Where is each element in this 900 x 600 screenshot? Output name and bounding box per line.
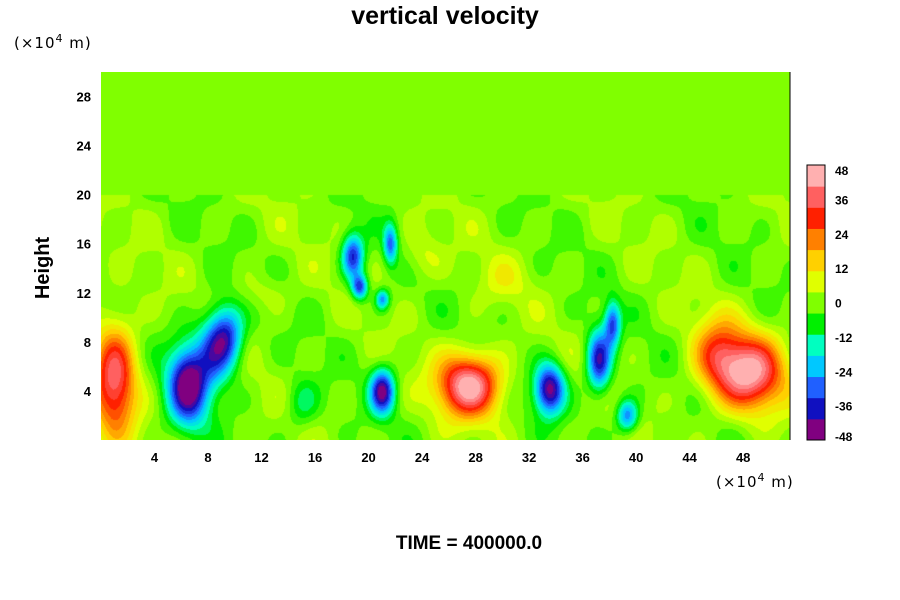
colorbar-segment	[807, 270, 825, 293]
x-tick-label: 48	[736, 450, 750, 465]
colorbar-segment	[807, 334, 825, 356]
y-tick-label: 12	[77, 286, 91, 301]
x-tick-label: 36	[575, 450, 589, 465]
colorbar-segment	[807, 207, 825, 229]
colorbar-segment	[807, 418, 825, 441]
heatmap-canvas	[101, 72, 790, 440]
x-axis-unit: (×104 m)	[716, 471, 794, 491]
colorbar-segment	[807, 186, 825, 208]
x-tick-label: 12	[254, 450, 268, 465]
colorbar-tick-label: 24	[835, 228, 849, 242]
colorbar	[806, 164, 826, 441]
y-unit-tail: m)	[64, 34, 92, 52]
colorbar-tick-label: -36	[835, 400, 853, 414]
heatmap-container	[101, 72, 790, 440]
colorbar-tick-label: -48	[835, 430, 853, 444]
colorbar-tick-label: -12	[835, 331, 853, 345]
colorbar-tick-label: -24	[835, 365, 853, 379]
plot-area	[101, 72, 791, 440]
colorbar-segment	[807, 313, 825, 335]
x-unit-tail: m)	[766, 473, 794, 491]
x-tick-label: 24	[415, 450, 430, 465]
x-unit-base: (×10	[716, 473, 758, 491]
y-axis-unit: (×104 m)	[14, 32, 92, 52]
x-tick-label: 8	[204, 450, 211, 465]
y-tick-label: 24	[77, 139, 92, 154]
time-label: TIME = 400000.0	[396, 533, 542, 554]
x-tick-label: 4	[151, 450, 159, 465]
y-axis-ticks: 4 8 12 16 20 24 28	[77, 90, 92, 399]
colorbar-tick-label: 12	[835, 262, 849, 276]
colorbar-tick-label: 36	[835, 193, 849, 207]
colorbar-segment	[807, 249, 825, 272]
x-tick-label: 16	[308, 450, 322, 465]
x-tick-label: 28	[468, 450, 482, 465]
colorbar-segment	[807, 376, 825, 399]
y-axis-label: Height	[32, 237, 54, 300]
x-tick-label: 40	[629, 450, 643, 465]
colorbar-segment	[807, 228, 825, 251]
colorbar-tick-label: 48	[835, 164, 849, 178]
colorbar-segment	[807, 291, 825, 314]
x-unit-exponent: 4	[758, 471, 766, 484]
x-tick-label: 32	[522, 450, 536, 465]
y-tick-label: 16	[77, 237, 91, 252]
x-axis-ticks: 4 8 12 16 20 24 28 32 36 40 44 48	[151, 450, 751, 465]
y-tick-label: 20	[77, 188, 91, 203]
y-tick-label: 28	[77, 90, 91, 105]
colorbar-ticks: 48 36 24 12 0 -12 -24 -36 -48	[835, 164, 853, 444]
colorbar-segment	[807, 397, 825, 420]
colorbar-border	[806, 164, 826, 441]
y-tick-label: 8	[84, 335, 91, 350]
x-tick-label: 44	[682, 450, 697, 465]
chart-title: vertical velocity	[351, 2, 539, 30]
colorbar-segment	[807, 355, 825, 378]
x-tick-label: 20	[361, 450, 375, 465]
y-tick-label: 4	[84, 384, 92, 399]
y-unit-base: (×10	[14, 34, 56, 52]
y-unit-exponent: 4	[56, 32, 64, 45]
colorbar-tick-label: 0	[835, 297, 842, 311]
colorbar-segment	[807, 165, 825, 187]
